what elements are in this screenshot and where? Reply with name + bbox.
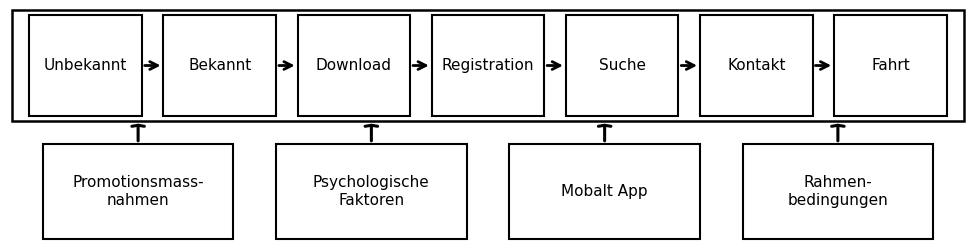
Text: Mobalt App: Mobalt App (561, 184, 648, 199)
FancyBboxPatch shape (163, 15, 276, 116)
FancyBboxPatch shape (29, 15, 142, 116)
FancyBboxPatch shape (566, 15, 678, 116)
Text: Promotionsmass-
nahmen: Promotionsmass- nahmen (72, 175, 204, 208)
FancyBboxPatch shape (298, 15, 410, 116)
Text: Suche: Suche (598, 58, 646, 73)
FancyBboxPatch shape (834, 15, 947, 116)
FancyBboxPatch shape (700, 15, 813, 116)
Text: Registration: Registration (442, 58, 534, 73)
FancyBboxPatch shape (431, 15, 545, 116)
Text: Unbekannt: Unbekannt (44, 58, 127, 73)
Text: Download: Download (316, 58, 392, 73)
Text: Bekannt: Bekannt (188, 58, 252, 73)
Text: Psychologische
Faktoren: Psychologische Faktoren (313, 175, 429, 208)
Text: Rahmen-
bedingungen: Rahmen- bedingungen (788, 175, 888, 208)
Text: Kontakt: Kontakt (727, 58, 786, 73)
FancyBboxPatch shape (43, 144, 233, 239)
Text: Fahrt: Fahrt (871, 58, 910, 73)
FancyBboxPatch shape (509, 144, 700, 239)
FancyBboxPatch shape (743, 144, 933, 239)
FancyBboxPatch shape (12, 10, 964, 121)
FancyBboxPatch shape (276, 144, 467, 239)
